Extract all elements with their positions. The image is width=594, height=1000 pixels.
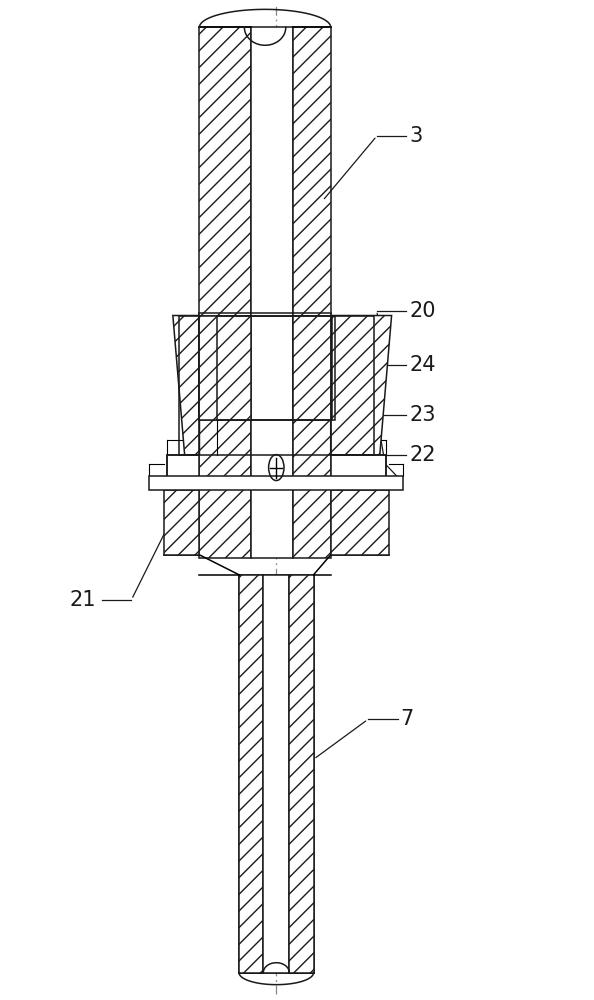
Text: 20: 20: [409, 301, 436, 321]
Text: 7: 7: [400, 709, 413, 729]
Bar: [200, 313, 251, 558]
Bar: [217, 316, 336, 420]
Polygon shape: [173, 316, 200, 455]
Text: 22: 22: [409, 445, 436, 465]
Bar: [167, 455, 200, 480]
Text: 23: 23: [409, 405, 436, 425]
Bar: [293, 27, 331, 355]
Bar: [293, 316, 331, 420]
Bar: [331, 316, 333, 420]
Text: 24: 24: [409, 355, 436, 375]
Bar: [251, 313, 293, 558]
Bar: [239, 575, 263, 973]
Polygon shape: [331, 490, 388, 555]
Bar: [289, 575, 314, 973]
Polygon shape: [331, 316, 391, 455]
Bar: [331, 316, 374, 455]
Bar: [200, 27, 251, 355]
Bar: [263, 575, 289, 973]
Bar: [251, 27, 293, 355]
Bar: [239, 575, 263, 973]
Bar: [293, 313, 331, 558]
Bar: [289, 575, 314, 973]
Bar: [149, 476, 403, 490]
Bar: [263, 575, 289, 973]
Bar: [200, 316, 220, 420]
Bar: [179, 316, 200, 455]
Bar: [200, 316, 251, 420]
Text: 3: 3: [409, 126, 422, 146]
Text: 21: 21: [69, 590, 96, 610]
Polygon shape: [164, 490, 200, 555]
Bar: [167, 455, 386, 480]
Bar: [331, 455, 386, 480]
